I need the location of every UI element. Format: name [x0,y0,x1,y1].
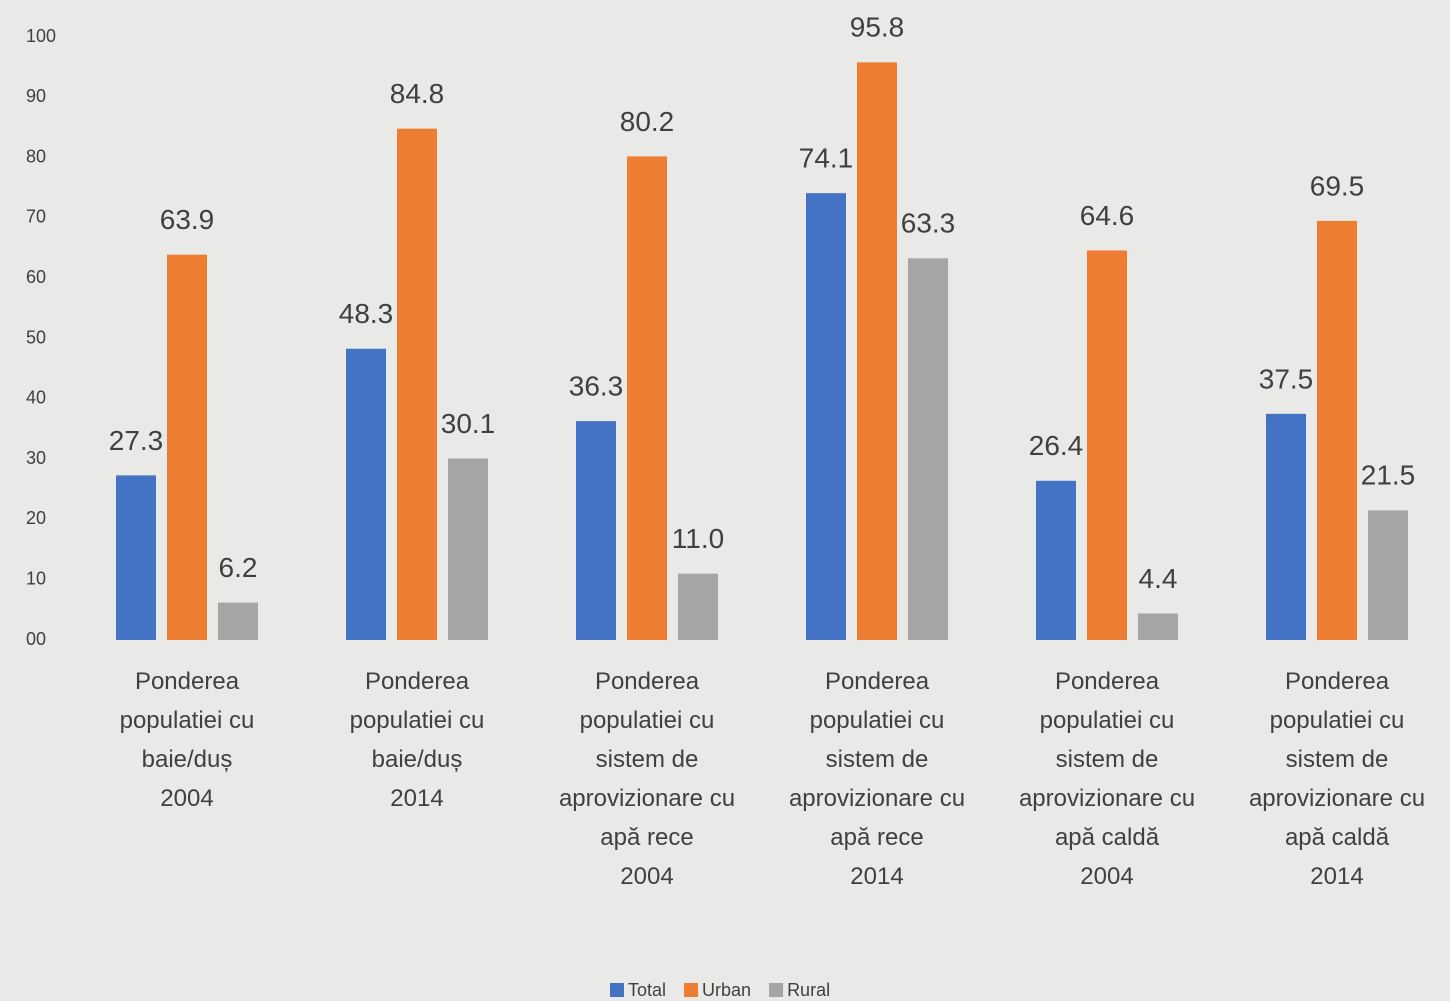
data-label: 6.2 [219,552,258,583]
bar [576,421,616,640]
data-label: 69.5 [1310,170,1365,201]
data-label: 27.3 [109,425,164,456]
data-label: 64.6 [1080,200,1135,231]
bar [167,254,207,641]
bar [116,475,156,640]
data-label: 80.2 [620,106,675,137]
legend-label: Total [628,980,666,1000]
bar [627,156,667,641]
x-tick-label: Ponderea populatiei cu sistem de aproviz… [788,668,966,890]
legend-swatch [684,983,699,997]
y-tick-label: 40 [26,388,46,408]
data-label: 30.1 [441,408,496,439]
x-tick-label: Ponderea populatiei cu sistem de aproviz… [1248,668,1426,890]
bar [1087,250,1127,640]
x-tick-label: Ponderea populatiei cu baie/duș 2004 [119,668,255,812]
legend-label: Rural [787,980,830,1000]
data-label: 63.9 [160,204,215,235]
bar [908,258,948,640]
y-tick-label: 30 [26,448,46,468]
data-label: 74.1 [799,143,854,174]
bar [1036,480,1076,640]
data-label: 21.5 [1361,460,1416,491]
data-label: 36.3 [569,371,624,402]
y-tick-label: 10 [26,568,46,588]
x-tick-label: Ponderea populatiei cu sistem de aproviz… [1018,668,1196,890]
data-label: 63.3 [901,208,956,239]
data-label: 48.3 [339,298,394,329]
bar [806,193,846,640]
data-label: 95.8 [850,12,905,43]
y-tick-label: 20 [26,508,46,528]
y-tick-label: 70 [26,207,46,227]
data-label: 11.0 [672,523,724,554]
legend: Total Urban Rural [610,980,830,1000]
bar [346,348,386,640]
bar [1317,220,1357,641]
legend-label: Urban [702,980,751,1000]
x-tick-label: Ponderea populatiei cu sistem de aproviz… [558,668,736,890]
y-tick-label: 60 [26,267,46,287]
bar [857,62,897,641]
y-tick-label: 80 [26,146,46,166]
bar [218,602,258,640]
x-tick-label: Ponderea populatiei cu baie/duș 2014 [349,668,485,812]
y-tick-label: 90 [26,86,46,106]
bar [678,573,718,640]
y-tick-label: 100 [26,26,56,46]
legend-swatch [769,983,784,997]
y-tick-label: 50 [26,327,46,347]
bar [448,458,488,640]
data-label: 37.5 [1259,363,1314,394]
bar [1266,413,1306,640]
bar [1138,613,1178,640]
legend-swatch [610,983,624,997]
bar [1368,510,1408,640]
y-tick-label: 00 [26,629,46,649]
data-label: 26.4 [1029,430,1084,461]
data-label: 4.4 [1139,563,1178,594]
data-label: 84.8 [390,78,445,109]
bar [397,128,437,640]
